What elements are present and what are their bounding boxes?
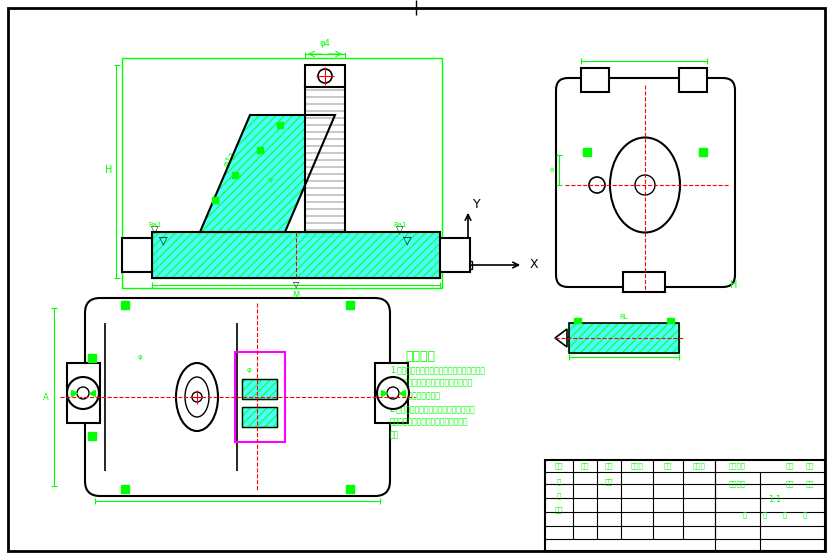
Ellipse shape (610, 138, 680, 233)
Text: 1:1: 1:1 (768, 495, 781, 505)
Text: 选出: 选出 (664, 463, 672, 470)
Text: ▽: ▽ (152, 225, 159, 235)
Text: H: H (730, 280, 737, 290)
Text: 阶段: 阶段 (555, 463, 563, 470)
Text: Ra1: Ra1 (393, 222, 407, 228)
Bar (623, 272, 665, 292)
Circle shape (77, 387, 89, 399)
Circle shape (387, 387, 399, 399)
Bar (235, 352, 285, 442)
Bar (242, 379, 277, 399)
Bar (242, 407, 277, 427)
Text: ▽: ▽ (292, 280, 299, 289)
Ellipse shape (176, 363, 218, 431)
Polygon shape (305, 85, 345, 232)
Circle shape (67, 377, 99, 409)
Text: ▽: ▽ (397, 225, 404, 235)
Bar (242, 407, 277, 427)
Bar (121, 485, 129, 493)
Bar (152, 232, 440, 278)
Text: 签字: 签字 (605, 463, 613, 470)
Circle shape (192, 392, 202, 402)
Text: ▽: ▽ (402, 235, 412, 245)
Bar (152, 232, 440, 278)
Bar (346, 485, 354, 493)
Text: 1.零件在流程前必须将里和外面清洗干净，不: 1.零件在流程前必须将里和外面清洗干净，不 (390, 365, 485, 374)
Text: 共: 共 (743, 511, 747, 518)
Text: 设: 设 (557, 492, 561, 499)
Text: 版本: 版本 (806, 481, 814, 487)
Bar (88, 432, 96, 440)
FancyBboxPatch shape (556, 78, 735, 287)
Bar (569, 323, 679, 353)
Text: a: a (550, 167, 554, 173)
Bar (121, 301, 129, 309)
Text: H: H (105, 165, 112, 175)
Text: 制图拨杆: 制图拨杆 (729, 481, 746, 487)
Text: X: X (530, 258, 539, 272)
Text: φ12: φ12 (222, 151, 238, 169)
Text: ▽: ▽ (159, 235, 167, 245)
Text: 油污、着色剂和安全漆。: 油污、着色剂和安全漆。 (390, 391, 441, 400)
Bar (583, 148, 591, 156)
Text: A: A (268, 176, 276, 184)
Bar (581, 68, 609, 92)
Text: 年月日: 年月日 (692, 463, 706, 470)
Bar (440, 238, 470, 272)
Text: 制: 制 (557, 479, 561, 485)
Text: M: M (292, 291, 300, 300)
Bar (569, 323, 679, 353)
Bar (305, 65, 345, 87)
Text: 第: 第 (783, 511, 787, 518)
Text: RL: RL (620, 314, 628, 320)
Bar (375, 363, 408, 423)
Text: φ: φ (137, 354, 142, 360)
Bar (88, 354, 96, 362)
Text: 标记: 标记 (581, 463, 589, 470)
Text: A: A (43, 392, 49, 401)
Bar (574, 318, 581, 323)
Text: φ: φ (247, 367, 252, 373)
Bar (545, 460, 825, 551)
Bar (464, 261, 472, 269)
Bar (95, 308, 380, 486)
Circle shape (589, 177, 605, 193)
Text: 2.零配合处材料、部件检主要配合尺寸，: 2.零配合处材料、部件检主要配合尺寸， (390, 404, 476, 413)
Circle shape (318, 69, 332, 83)
Text: 制材料: 制材料 (631, 463, 643, 470)
Text: 描述: 描述 (786, 481, 794, 487)
Text: 差。: 差。 (390, 430, 399, 439)
Bar (67, 363, 100, 423)
Text: 得有毛刺、飞边、氧化皮、鐵锈、切屑、: 得有毛刺、飞边、氧化皮、鐵锈、切屑、 (390, 378, 473, 387)
Text: Ra1: Ra1 (148, 222, 162, 228)
Text: 工艺: 工艺 (555, 506, 563, 513)
Polygon shape (555, 329, 567, 347)
Bar (346, 301, 354, 309)
Bar (679, 68, 707, 92)
Text: 使用高处温配合尺寸及用无损检测许发: 使用高处温配合尺寸及用无损检测许发 (390, 417, 469, 426)
Text: 页: 页 (763, 511, 767, 518)
Bar (122, 238, 152, 272)
Text: 编号: 编号 (786, 463, 794, 470)
Bar (242, 379, 277, 399)
Text: 页: 页 (803, 511, 807, 518)
Text: 制稿: 制稿 (605, 479, 613, 485)
Bar (699, 148, 707, 156)
Bar (122, 58, 442, 288)
Text: 技术要求: 技术要求 (405, 350, 435, 363)
Circle shape (377, 377, 409, 409)
Circle shape (635, 175, 655, 195)
Text: φ4: φ4 (320, 39, 331, 48)
Bar (667, 318, 674, 323)
Polygon shape (200, 115, 335, 232)
FancyBboxPatch shape (85, 298, 390, 496)
Text: Y: Y (473, 198, 481, 211)
Text: 图纸编号: 图纸编号 (729, 463, 746, 470)
Text: 版本: 版本 (806, 463, 814, 470)
Ellipse shape (185, 377, 209, 417)
